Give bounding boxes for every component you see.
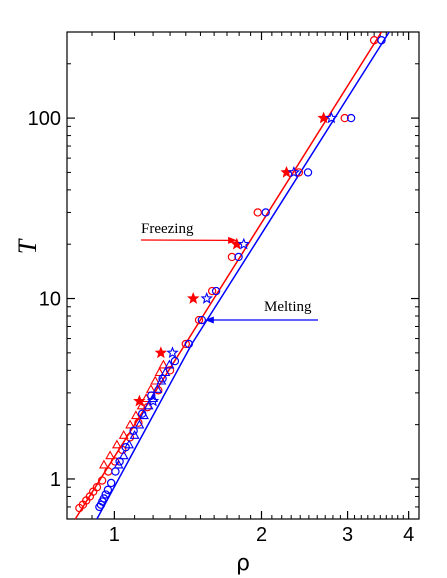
freezing-star-point — [187, 291, 200, 304]
y-tick-label: 1 — [50, 469, 61, 491]
melting-circle-point — [101, 490, 110, 499]
melting-star-point — [325, 111, 338, 124]
freezing-arrow-head — [228, 236, 238, 244]
plot-frame — [66, 31, 420, 520]
freezing-circle-point — [294, 168, 304, 177]
melting-triangle-point — [143, 400, 154, 410]
melting-circle-point — [106, 478, 116, 488]
x-tick-label: 3 — [342, 524, 353, 546]
freezing-circle-point — [253, 208, 262, 217]
x-tick-label: 2 — [256, 524, 267, 546]
freezing-triangle-point — [150, 375, 161, 385]
freezing-circle-point — [340, 113, 349, 123]
x-tick-label: 1 — [109, 524, 120, 546]
melting-triangle-point — [148, 393, 159, 403]
melting-triangle-point — [113, 459, 124, 469]
melting-circle-point — [103, 485, 113, 495]
freezing-triangle-point — [118, 429, 129, 439]
melting-circle-point — [184, 339, 194, 349]
freezing-star-point — [317, 111, 330, 124]
melting-star-point — [166, 346, 179, 359]
freezing-label: Freezing — [141, 221, 194, 237]
melting-triangle-point — [139, 410, 149, 420]
melting-star-point — [200, 291, 213, 304]
annotations: Freezing Melting — [140, 221, 318, 324]
freezing-circle-point — [181, 339, 190, 349]
melting-circle-point — [303, 168, 313, 177]
melting-circle-point — [346, 113, 356, 123]
melting-circle-point — [129, 426, 138, 435]
y-tick-label: 10 — [39, 289, 61, 311]
freezing-star-point — [154, 346, 168, 359]
melting-triangle-point — [129, 429, 140, 439]
freezing-triangle-point — [105, 450, 116, 460]
freezing-triangle-point — [158, 359, 169, 369]
freezing-star-point — [133, 394, 146, 407]
melting-arrow-head — [204, 316, 214, 324]
x-axis-title: ρ — [236, 551, 250, 576]
melting-triangle-point — [156, 375, 167, 385]
y-tick-label: 100 — [28, 108, 61, 130]
freezing-triangle-point — [154, 367, 165, 377]
axis-ticks — [66, 31, 419, 520]
melting-circle-point — [170, 356, 180, 366]
melting-circle-point — [121, 442, 130, 452]
melting-star-point — [237, 237, 251, 250]
x-tick-label: 4 — [403, 524, 414, 546]
freezing-triangle-point — [130, 410, 141, 420]
melting-fit-line — [96, 31, 390, 520]
freezing-triangle-point — [111, 439, 122, 449]
freezing-circle-point — [92, 483, 102, 492]
melting-triangle-point — [118, 450, 129, 460]
melting-triangle-point — [164, 359, 175, 369]
melting-triangle-point — [124, 439, 135, 449]
freezing-triangle-point — [125, 419, 136, 429]
axis-tick-labels: 1 2 3 4 1 10 100 — [28, 108, 415, 546]
melting-triangle-point — [152, 383, 163, 393]
melting-circle-point — [234, 252, 243, 262]
data-markers — [75, 36, 386, 513]
freezing-circle-point — [207, 286, 217, 296]
freezing-triangle-point — [136, 400, 147, 410]
melting-circle-point — [261, 208, 270, 217]
melting-circle-point — [377, 36, 386, 45]
freezing-circle-point — [194, 315, 204, 325]
melting-circle-point — [111, 467, 120, 476]
melting-star-point — [146, 394, 160, 407]
melting-circle-point — [211, 286, 221, 296]
melting-star-point — [287, 165, 301, 178]
melting-triangle-point — [134, 419, 145, 429]
melting-circle-point — [99, 494, 109, 503]
freezing-circle-point — [97, 476, 107, 485]
y-axis-title: T — [13, 238, 42, 254]
melting-label: Melting — [264, 299, 312, 315]
freezing-triangle-point — [98, 459, 109, 469]
melting-triangle-point — [160, 367, 171, 377]
